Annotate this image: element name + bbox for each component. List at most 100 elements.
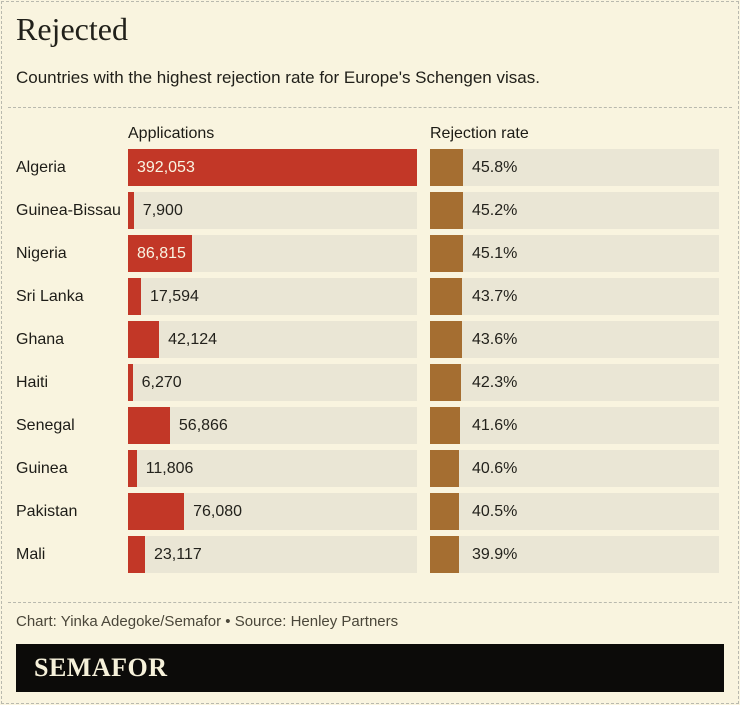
table-row: Sri Lanka 17,594 43.7% — [16, 278, 719, 315]
rejection-rate-bar — [430, 321, 462, 358]
applications-value-label: 76,080 — [193, 502, 243, 520]
country-label: Mali — [16, 546, 46, 563]
applications-value-label: 11,806 — [145, 459, 194, 477]
table-row: Ghana 42,124 43.6% — [16, 321, 719, 358]
applications-bar-track: 11,806 — [128, 450, 417, 487]
applications-bar-track: 76,080 — [128, 493, 417, 530]
rejection-rate-bar — [430, 364, 461, 401]
table-row: Haiti 6,270 42.3% — [16, 364, 719, 401]
applications-value-label: 42,124 — [168, 330, 218, 348]
country-label: Ghana — [16, 331, 65, 348]
table-row: Pakistan 76,080 40.5% — [16, 493, 719, 530]
rejection-rate-bar-track: 43.7% — [430, 278, 719, 315]
column-gap — [417, 364, 430, 401]
column-gap — [417, 124, 430, 143]
rejection-rate-value-label: 40.6% — [472, 459, 518, 477]
applications-bar — [128, 235, 192, 272]
rejection-rate-bar-track: 45.1% — [430, 235, 719, 272]
applications-bar-track: 17,594 — [128, 278, 417, 315]
semafor-logo-bar: SEMAFOR — [16, 644, 724, 692]
applications-bar-track: 392,053 — [128, 149, 417, 186]
rejection-rate-bar — [430, 407, 461, 444]
rejection-rate-value-label: 45.2% — [472, 201, 518, 219]
rejection-rate-bar-track: 40.5% — [430, 493, 719, 530]
applications-value-label: 7,900 — [142, 201, 183, 219]
rejection-rate-value-label: 41.6% — [472, 416, 518, 434]
country-column-header — [16, 124, 128, 143]
rejection-rate-bar-track: 45.2% — [430, 192, 719, 229]
rejection-rate-bar — [430, 536, 459, 573]
applications-bar — [128, 364, 133, 401]
applications-bar — [128, 149, 417, 186]
applications-value-label: 56,866 — [178, 416, 228, 434]
applications-bar-track: 56,866 — [128, 407, 417, 444]
rejection-rate-value-label: 45.1% — [472, 244, 518, 262]
applications-bar-track: 7,900 — [128, 192, 417, 229]
column-gap — [417, 407, 430, 444]
rejection-rate-value-label: 40.5% — [472, 502, 518, 520]
table-row: Mali 23,117 39.9% — [16, 536, 719, 573]
column-gap — [417, 536, 430, 573]
applications-bar — [128, 536, 145, 573]
rejection-rate-value-label: 43.7% — [472, 287, 518, 305]
rejection-rate-bar-track: 39.9% — [430, 536, 719, 573]
rejection-rate-bar-track: 43.6% — [430, 321, 719, 358]
rejection-rate-bar — [430, 450, 460, 487]
applications-bar-track: 86,815 — [128, 235, 417, 272]
applications-bar — [128, 450, 137, 487]
rejection-rate-bar — [430, 149, 464, 186]
applications-bar — [128, 493, 185, 530]
rejection-rate-column-header: Rejection rate — [430, 125, 529, 142]
applications-value-label: 86,815 — [137, 244, 186, 262]
rejection-rate-value-label: 43.6% — [472, 330, 518, 348]
rejection-rate-bar — [430, 192, 463, 229]
rejection-rate-bar-track: 45.8% — [430, 149, 719, 186]
rejection-rate-value-label: 39.9% — [472, 545, 518, 563]
country-label: Senegal — [16, 417, 75, 434]
chart-rows: Algeria 392,053 45.8% Guinea-Bissau 7,900 45.… — [16, 149, 719, 579]
applications-bar — [128, 278, 141, 315]
country-label: Nigeria — [16, 245, 67, 262]
applications-bar-track: 6,270 — [128, 364, 417, 401]
chart-title: Rejected — [16, 11, 128, 47]
rejection-rate-value-label: 45.8% — [472, 158, 518, 176]
rejection-rate-bar — [430, 493, 460, 530]
applications-value-label: 23,117 — [154, 545, 202, 563]
applications-bar — [128, 321, 160, 358]
column-gap — [417, 278, 430, 315]
country-label: Sri Lanka — [16, 288, 84, 305]
rejection-rate-bar-track: 42.3% — [430, 364, 719, 401]
rejection-rate-bar — [430, 278, 462, 315]
column-gap — [417, 493, 430, 530]
column-gap — [417, 149, 430, 186]
country-label: Algeria — [16, 159, 66, 176]
applications-bar-track: 23,117 — [128, 536, 417, 573]
column-gap — [417, 235, 430, 272]
applications-bar-track: 42,124 — [128, 321, 417, 358]
rejection-rate-value-label: 42.3% — [472, 373, 518, 391]
applications-bar — [128, 407, 170, 444]
chart-credit: Chart: Yinka Adegoke/Semafor • Source: H… — [16, 613, 399, 630]
column-gap — [417, 192, 430, 229]
header-divider — [8, 107, 732, 108]
applications-value-label: 392,053 — [137, 158, 195, 176]
table-row: Guinea 11,806 40.6% — [16, 450, 719, 487]
footer-divider — [8, 602, 732, 603]
semafor-logo: SEMAFOR — [34, 653, 168, 682]
rejection-rate-bar — [430, 235, 463, 272]
table-row: Senegal 56,866 41.6% — [16, 407, 719, 444]
applications-bar — [128, 192, 134, 229]
chart-subtitle: Countries with the highest rejection rat… — [16, 68, 540, 87]
rejection-rate-bar-track: 40.6% — [430, 450, 719, 487]
applications-value-label: 6,270 — [141, 373, 182, 391]
table-row: Algeria 392,053 45.8% — [16, 149, 719, 186]
applications-value-label: 17,594 — [150, 287, 199, 305]
table-row: Nigeria 86,815 45.1% — [16, 235, 719, 272]
column-headers: Applications Rejection rate — [16, 124, 719, 143]
rejection-rate-bar-track: 41.6% — [430, 407, 719, 444]
country-label: Pakistan — [16, 503, 78, 520]
applications-column-header: Applications — [128, 125, 215, 142]
table-row: Guinea-Bissau 7,900 45.2% — [16, 192, 719, 229]
country-label: Guinea-Bissau — [16, 202, 121, 219]
